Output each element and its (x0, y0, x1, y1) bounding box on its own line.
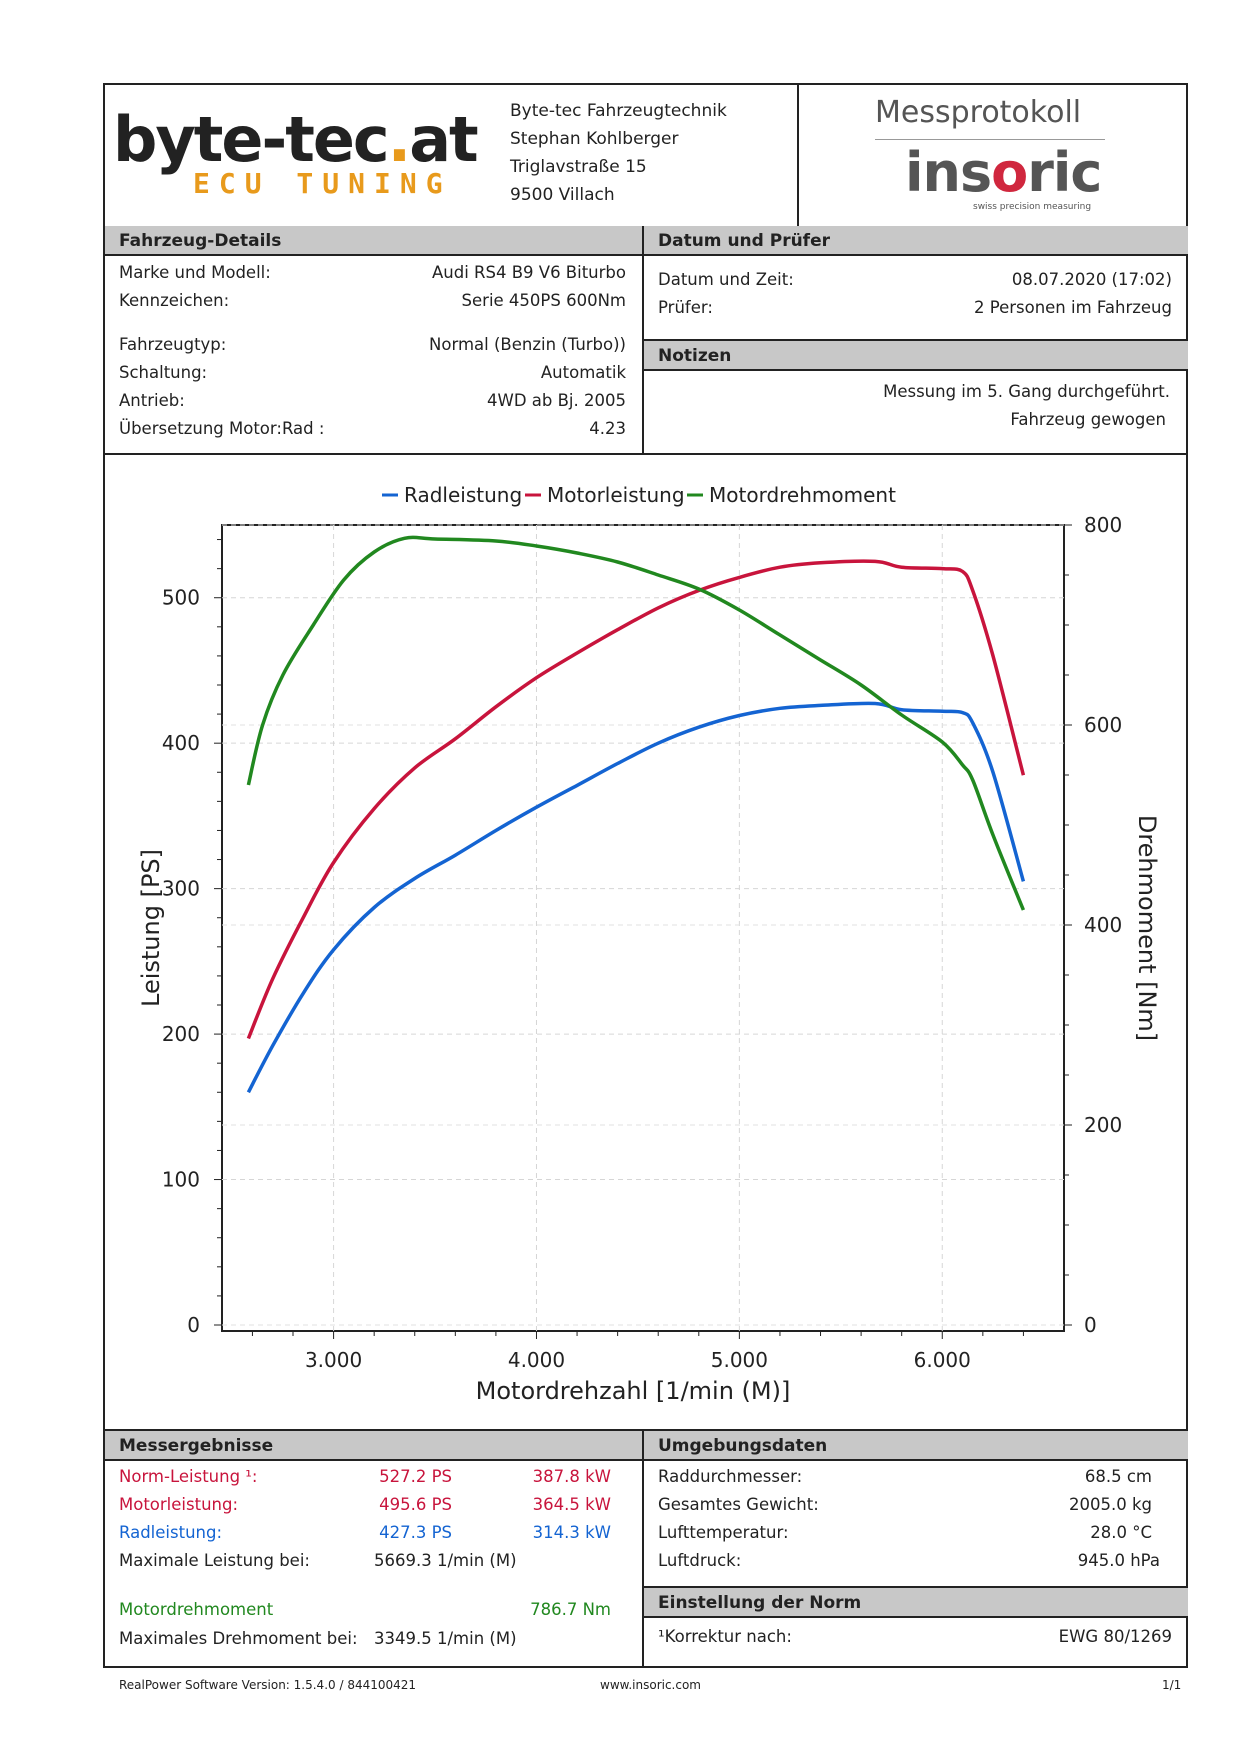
y2-tick-label: 0 (1084, 1313, 1097, 1337)
page-number: 1/1 (1162, 1678, 1182, 1692)
weight-label: Gesamtes Gewicht: (658, 1495, 819, 1514)
weight-value: 2005.0 kg (1068, 1495, 1152, 1514)
vehicle-details-heading: Fahrzeug-Details (105, 226, 642, 256)
website-link[interactable]: www.insoric.com (600, 1678, 701, 1692)
notes-heading: Notizen (644, 341, 1188, 371)
torque-label: Motordrehmoment (119, 1600, 274, 1619)
y-tick-label: 300 (162, 877, 200, 901)
legend-label: Motorleistung (547, 483, 685, 507)
engine-power-label: Motorleistung: (119, 1495, 239, 1514)
chart-series (246, 535, 1026, 1094)
y-tick-label: 0 (187, 1313, 200, 1337)
examiner-label: Prüfer: (658, 298, 713, 317)
series-line-motordrehmoment (246, 535, 1026, 911)
chart-legend: Radleistung Motorleistung Motordrehmoment (382, 483, 896, 507)
company-address: Byte-tec Fahrzeugtechnik Stephan Kohlber… (510, 101, 727, 205)
date-heading: Datum und Prüfer (644, 226, 1188, 256)
max-torque-rpm-label: Maximales Drehmoment bei: (119, 1629, 358, 1648)
series-line-radleistung (246, 701, 1026, 1094)
y-tick-label: 100 (162, 1168, 200, 1192)
y-axis-label: Leistung [PS] (137, 849, 165, 1007)
vehicle-label: Marke und Modell: (119, 263, 271, 282)
vehicle-value: Normal (Benzin (Turbo)) (429, 335, 626, 354)
insoric-logo: insoric (905, 141, 1102, 204)
engine-power-kw: 364.5 kW (532, 1495, 611, 1514)
max-power-rpm-label: Maximale Leistung bei: (119, 1551, 310, 1570)
torque-value: 786.7 Nm (530, 1600, 611, 1619)
air-pressure-label: Luftdruck: (658, 1551, 742, 1570)
y2-tick-label: 800 (1084, 513, 1122, 537)
y-tick-label: 200 (162, 1022, 200, 1046)
engine-power-ps: 495.6 PS (379, 1495, 452, 1514)
vehicle-value: 4.23 (589, 419, 626, 438)
wheel-diameter-label: Raddurchmesser: (658, 1467, 803, 1486)
vehicle-label: Übersetzung Motor:Rad : (119, 419, 325, 438)
results-heading: Messergebnisse (105, 1431, 642, 1461)
examiner-value: 2 Personen im Fahrzeug (973, 298, 1172, 317)
wheel-diameter-value: 68.5 cm (1084, 1467, 1152, 1486)
vehicle-label: Antrieb: (119, 391, 185, 410)
vehicle-label: Fahrzeugtyp: (119, 335, 227, 354)
note-line: Messung im 5. Gang durchgeführt. (883, 382, 1170, 401)
series-line-motorleistung (246, 559, 1026, 1040)
max-power-rpm-value: 5669.3 1/min (M) (374, 1551, 517, 1570)
norm-correction-label: ¹Korrektur nach: (658, 1627, 792, 1646)
norm-correction-value: EWG 80/1269 (1058, 1627, 1172, 1646)
date-value: 08.07.2020 (17:02) (1011, 270, 1172, 289)
vehicle-value: Audi RS4 B9 V6 Biturbo (431, 263, 626, 282)
air-temp-label: Lufttemperatur: (658, 1523, 789, 1542)
note-line: Fahrzeug gewogen (1010, 410, 1166, 429)
y2-tick-label: 400 (1084, 913, 1122, 937)
y2-tick-label: 200 (1084, 1113, 1122, 1137)
dyno-chart: Radleistung Motorleistung Motordrehmoment … (105, 455, 1186, 1429)
company-logo: byte-tec.at ECU TUNING (113, 103, 479, 201)
x-tick-label: 5.000 (711, 1348, 768, 1372)
norm-power-kw: 387.8 kW (532, 1467, 611, 1486)
y-tick-label: 400 (162, 731, 200, 755)
legend-label: Radleistung (404, 483, 522, 507)
norm-power-ps: 527.2 PS (379, 1467, 452, 1486)
y-tick-label: 500 (162, 586, 200, 610)
software-version: RealPower Software Version: 1.5.4.0 / 84… (119, 1678, 417, 1692)
dyno-chart-svg: Radleistung Motorleistung Motordrehmoment … (137, 483, 1161, 1405)
air-temp-value: 28.0 °C (1090, 1523, 1152, 1542)
x-tick-label: 4.000 (508, 1348, 565, 1372)
x-tick-label: 3.000 (305, 1348, 362, 1372)
max-torque-rpm-value: 3349.5 1/min (M) (374, 1629, 517, 1648)
norm-power-label: Norm-Leistung ¹: (119, 1467, 258, 1486)
chart-axes: 3.000 4.000 5.000 6.000 0 100 200 300 400 500 0 200… (162, 513, 1122, 1372)
air-pressure-value: 945.0 hPa (1077, 1551, 1160, 1570)
plot-area (221, 524, 1065, 1332)
vehicle-value: 4WD ab Bj. 2005 (487, 391, 626, 410)
environment-heading: Umgebungsdaten (644, 1431, 1188, 1461)
wheel-power-kw: 314.3 kW (532, 1523, 611, 1542)
x-axis-label: Motordrehzahl [1/min (M)] (476, 1377, 791, 1405)
vehicle-label: Schaltung: (119, 363, 208, 382)
norm-heading: Einstellung der Norm (644, 1588, 1188, 1618)
y2-tick-label: 600 (1084, 713, 1122, 737)
x-tick-label: 6.000 (914, 1348, 971, 1372)
vehicle-label: Kennzeichen: (119, 291, 230, 310)
date-label: Datum und Zeit: (658, 270, 794, 289)
vehicle-value: Automatik (540, 363, 626, 382)
header: byte-tec.at ECU TUNING Byte-tec Fahrzeug… (105, 85, 1186, 228)
protocol-frame: byte-tec.at ECU TUNING Byte-tec Fahrzeug… (103, 83, 1188, 1668)
legend-label: Motordrehmoment (709, 483, 896, 507)
wheel-power-label: Radleistung: (119, 1523, 223, 1542)
y2-axis-label: Drehmoment [Nm] (1133, 815, 1161, 1041)
vehicle-value: Serie 450PS 600Nm (461, 291, 626, 310)
wheel-power-ps: 427.3 PS (379, 1523, 452, 1542)
document-title: Messprotokoll (875, 95, 1082, 130)
